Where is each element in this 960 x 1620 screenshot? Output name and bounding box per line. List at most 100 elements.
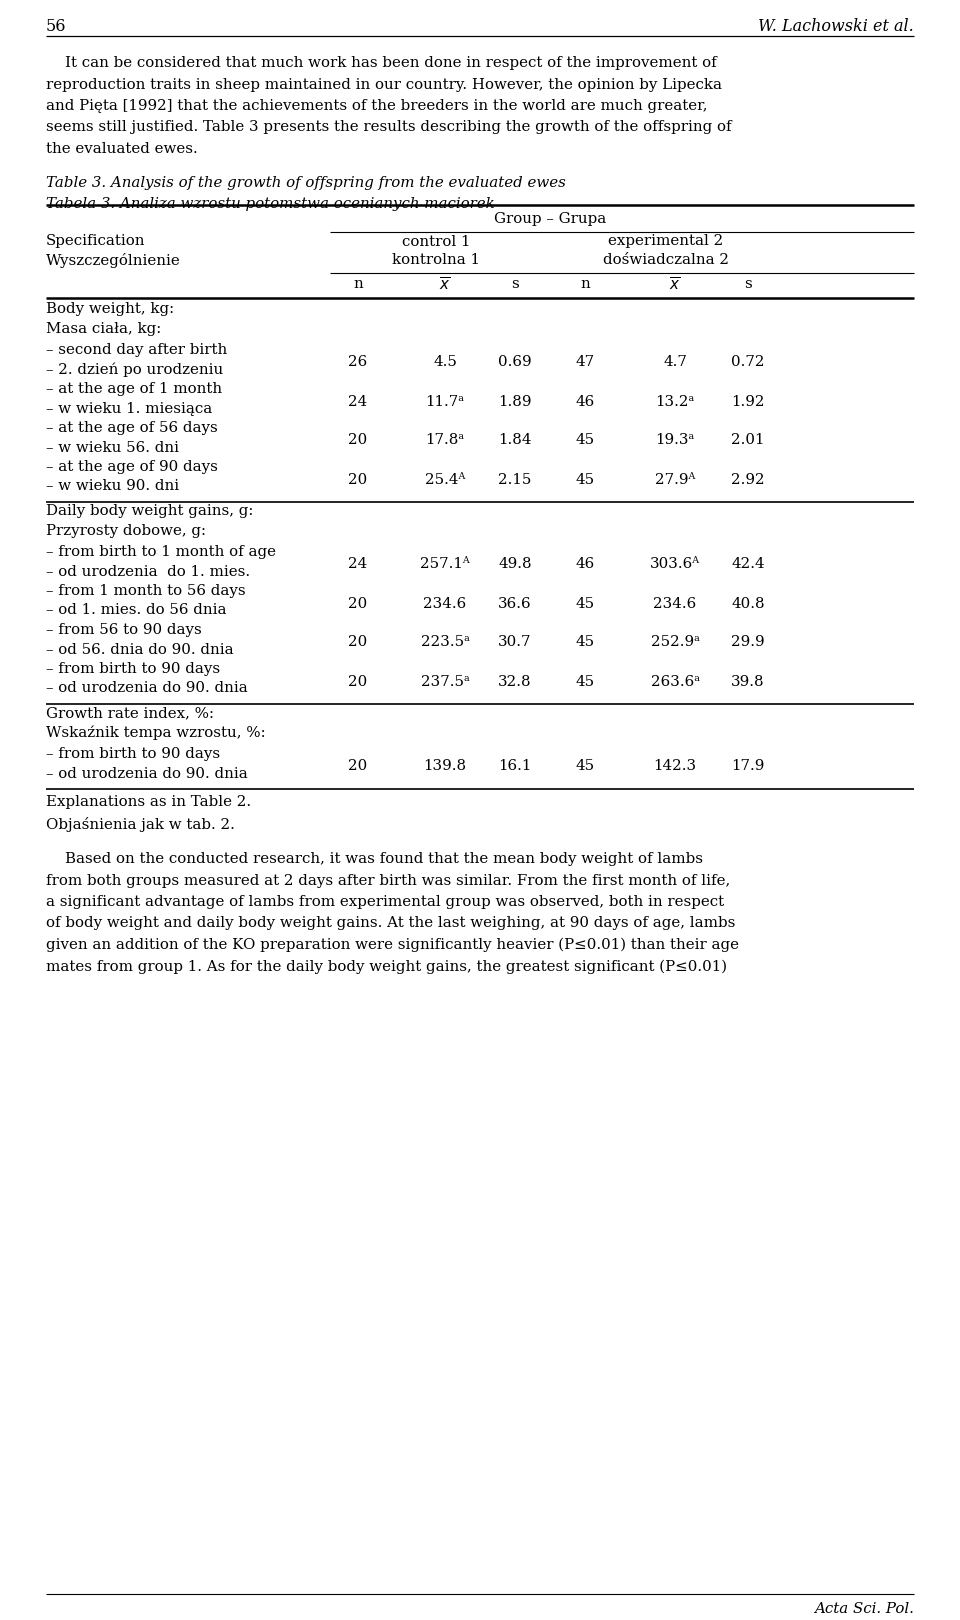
Text: Objaśnienia jak w tab. 2.: Objaśnienia jak w tab. 2. (46, 816, 235, 831)
Text: Tabela 3. Analiza wzrostu potomstwa ocenianych maciorek: Tabela 3. Analiza wzrostu potomstwa ocen… (46, 198, 494, 211)
Text: 47: 47 (575, 355, 594, 369)
Text: – at the age of 56 days: – at the age of 56 days (46, 421, 218, 436)
Text: 24: 24 (348, 395, 368, 408)
Text: 2.92: 2.92 (732, 473, 765, 486)
Text: 13.2ᵃ: 13.2ᵃ (656, 395, 695, 408)
Text: 45: 45 (575, 635, 594, 650)
Text: 29.9: 29.9 (732, 635, 765, 650)
Text: s: s (744, 277, 752, 290)
Text: control 1: control 1 (401, 235, 470, 248)
Text: 25.4ᴬ: 25.4ᴬ (425, 473, 466, 486)
Text: 39.8: 39.8 (732, 674, 765, 688)
Text: $\overline{x}$: $\overline{x}$ (669, 277, 681, 293)
Text: s: s (511, 277, 518, 290)
Text: Body weight, kg:: Body weight, kg: (46, 301, 174, 316)
Text: 30.7: 30.7 (498, 635, 532, 650)
Text: 1.89: 1.89 (498, 395, 532, 408)
Text: 32.8: 32.8 (498, 674, 532, 688)
Text: – at the age of 1 month: – at the age of 1 month (46, 382, 222, 395)
Text: 1.92: 1.92 (732, 395, 765, 408)
Text: – w wieku 90. dni: – w wieku 90. dni (46, 480, 180, 494)
Text: 36.6: 36.6 (498, 596, 532, 611)
Text: 19.3ᵃ: 19.3ᵃ (656, 434, 695, 447)
Text: experimental 2: experimental 2 (609, 235, 724, 248)
Text: reproduction traits in sheep maintained in our country. However, the opinion by : reproduction traits in sheep maintained … (46, 78, 722, 91)
Text: Growth rate index, %:: Growth rate index, %: (46, 706, 214, 719)
Text: 40.8: 40.8 (732, 596, 765, 611)
Text: 17.9: 17.9 (732, 760, 765, 773)
Text: – w wieku 1. miesiąca: – w wieku 1. miesiąca (46, 402, 212, 415)
Text: 2.01: 2.01 (732, 434, 765, 447)
Text: doświadczalna 2: doświadczalna 2 (603, 253, 729, 267)
Text: 46: 46 (575, 557, 594, 572)
Text: the evaluated ewes.: the evaluated ewes. (46, 143, 198, 156)
Text: 139.8: 139.8 (423, 760, 467, 773)
Text: 1.84: 1.84 (498, 434, 532, 447)
Text: 16.1: 16.1 (498, 760, 532, 773)
Text: – 2. dzień po urodzeniu: – 2. dzień po urodzeniu (46, 363, 224, 377)
Text: 20: 20 (348, 596, 368, 611)
Text: 45: 45 (575, 596, 594, 611)
Text: – od urodzenia do 90. dnia: – od urodzenia do 90. dnia (46, 682, 248, 695)
Text: 42.4: 42.4 (732, 557, 765, 572)
Text: – from birth to 90 days: – from birth to 90 days (46, 663, 220, 676)
Text: Explanations as in Table 2.: Explanations as in Table 2. (46, 795, 252, 808)
Text: Masa ciała, kg:: Masa ciała, kg: (46, 321, 161, 335)
Text: of body weight and daily body weight gains. At the last weighing, at 90 days of : of body weight and daily body weight gai… (46, 917, 735, 930)
Text: 0.72: 0.72 (732, 355, 765, 369)
Text: – od 1. mies. do 56 dnia: – od 1. mies. do 56 dnia (46, 604, 227, 617)
Text: 45: 45 (575, 760, 594, 773)
Text: 252.9ᵃ: 252.9ᵃ (651, 635, 700, 650)
Text: from both groups measured at 2 days after birth was similar. From the first mont: from both groups measured at 2 days afte… (46, 873, 731, 888)
Text: Wyszczególnienie: Wyszczególnienie (46, 253, 180, 267)
Text: 45: 45 (575, 434, 594, 447)
Text: given an addition of the KO preparation were significantly heavier (P≤0.01) than: given an addition of the KO preparation … (46, 938, 739, 953)
Text: Przyrosty dobowe, g:: Przyrosty dobowe, g: (46, 523, 206, 538)
Text: 11.7ᵃ: 11.7ᵃ (425, 395, 465, 408)
Text: seems still justified. Table 3 presents the results describing the growth of the: seems still justified. Table 3 presents … (46, 120, 732, 134)
Text: Acta Sci. Pol.: Acta Sci. Pol. (814, 1602, 914, 1617)
Text: 303.6ᴬ: 303.6ᴬ (650, 557, 700, 572)
Text: – at the age of 90 days: – at the age of 90 days (46, 460, 218, 475)
Text: Group – Grupa: Group – Grupa (493, 212, 606, 227)
Text: 26: 26 (348, 355, 368, 369)
Text: 27.9ᴬ: 27.9ᴬ (655, 473, 695, 486)
Text: 234.6: 234.6 (423, 596, 467, 611)
Text: 223.5ᵃ: 223.5ᵃ (420, 635, 469, 650)
Text: 234.6: 234.6 (654, 596, 697, 611)
Text: 142.3: 142.3 (654, 760, 697, 773)
Text: n: n (580, 277, 589, 290)
Text: 45: 45 (575, 674, 594, 688)
Text: Specification: Specification (46, 235, 146, 248)
Text: 45: 45 (575, 473, 594, 486)
Text: 237.5ᵃ: 237.5ᵃ (420, 674, 469, 688)
Text: – from birth to 90 days: – from birth to 90 days (46, 747, 220, 761)
Text: $\overline{x}$: $\overline{x}$ (440, 277, 450, 293)
Text: 4.5: 4.5 (433, 355, 457, 369)
Text: n: n (353, 277, 363, 290)
Text: – from birth to 1 month of age: – from birth to 1 month of age (46, 544, 276, 559)
Text: Wskaźnik tempa wzrostu, %:: Wskaźnik tempa wzrostu, %: (46, 726, 266, 740)
Text: 46: 46 (575, 395, 594, 408)
Text: 20: 20 (348, 473, 368, 486)
Text: kontrolna 1: kontrolna 1 (392, 253, 480, 267)
Text: Daily body weight gains, g:: Daily body weight gains, g: (46, 504, 253, 518)
Text: Based on the conducted research, it was found that the mean body weight of lambs: Based on the conducted research, it was … (46, 852, 703, 867)
Text: 56: 56 (46, 18, 66, 36)
Text: 20: 20 (348, 635, 368, 650)
Text: 20: 20 (348, 434, 368, 447)
Text: mates from group 1. As for the daily body weight gains, the greatest significant: mates from group 1. As for the daily bod… (46, 959, 727, 974)
Text: – second day after birth: – second day after birth (46, 343, 228, 356)
Text: 49.8: 49.8 (498, 557, 532, 572)
Text: 20: 20 (348, 674, 368, 688)
Text: and Pięta [1992] that the achievements of the breeders in the world are much gre: and Pięta [1992] that the achievements o… (46, 99, 708, 113)
Text: – od 56. dnia do 90. dnia: – od 56. dnia do 90. dnia (46, 643, 233, 656)
Text: 263.6ᵃ: 263.6ᵃ (651, 674, 700, 688)
Text: Table 3. Analysis of the growth of offspring from the evaluated ewes: Table 3. Analysis of the growth of offsp… (46, 175, 565, 190)
Text: 24: 24 (348, 557, 368, 572)
Text: – od urodzenia do 90. dnia: – od urodzenia do 90. dnia (46, 766, 248, 781)
Text: W. Lachowski et al.: W. Lachowski et al. (758, 18, 914, 36)
Text: It can be considered that much work has been done in respect of the improvement : It can be considered that much work has … (46, 57, 717, 70)
Text: 20: 20 (348, 760, 368, 773)
Text: – od urodzenia  do 1. mies.: – od urodzenia do 1. mies. (46, 564, 251, 578)
